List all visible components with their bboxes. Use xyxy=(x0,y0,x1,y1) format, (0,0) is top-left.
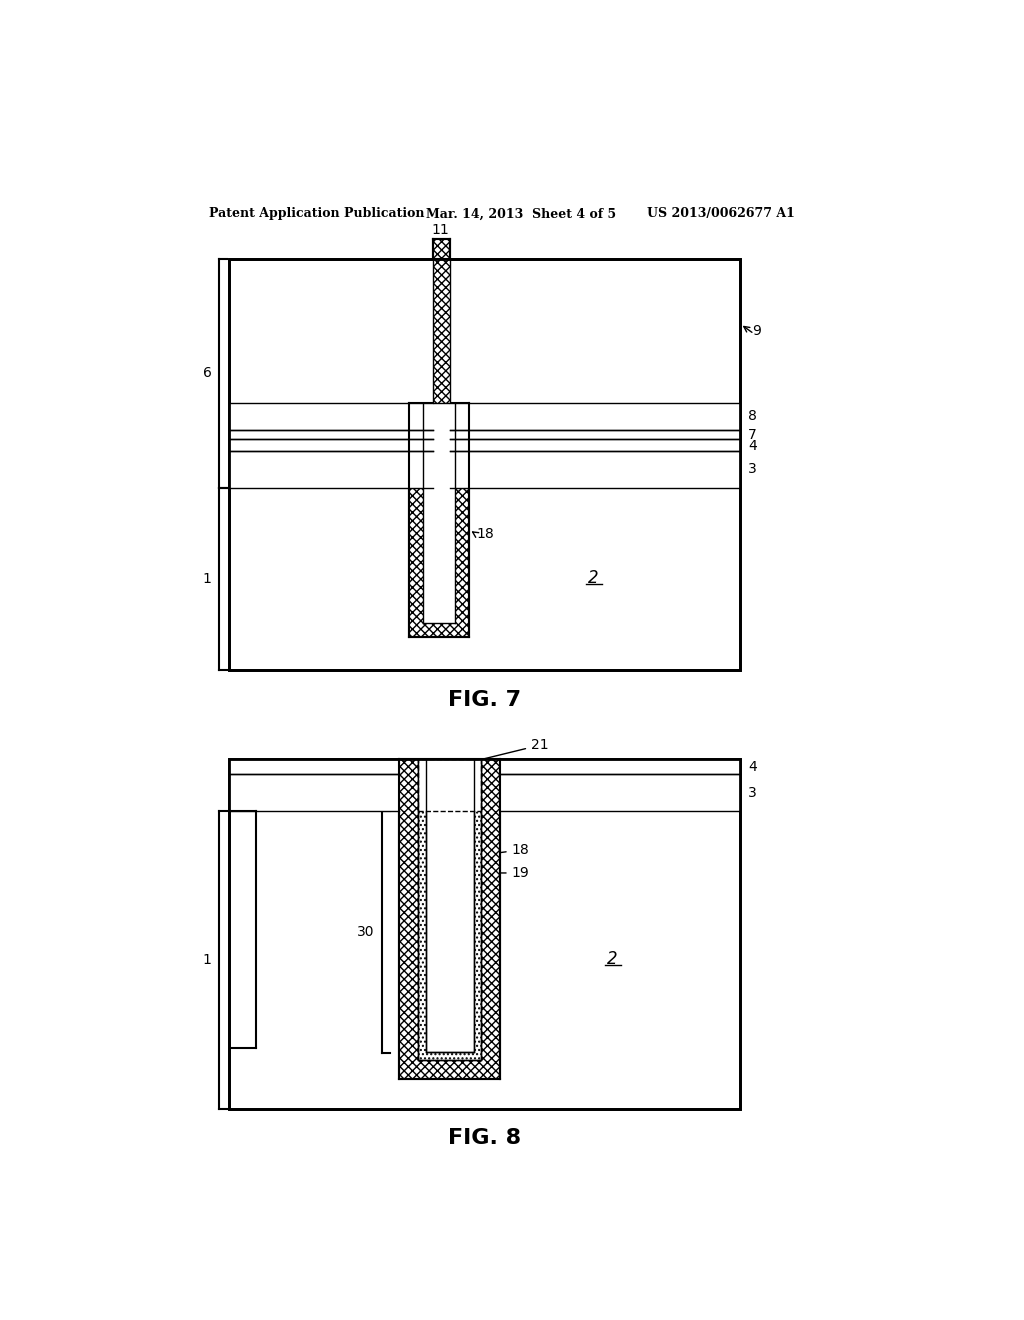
Bar xyxy=(228,775,740,812)
Bar xyxy=(228,259,740,671)
Text: 20: 20 xyxy=(435,776,451,788)
Bar xyxy=(423,404,455,623)
Bar xyxy=(228,759,740,775)
Text: Mar. 14, 2013  Sheet 4 of 5: Mar. 14, 2013 Sheet 4 of 5 xyxy=(426,207,616,220)
Text: 6: 6 xyxy=(203,366,212,380)
Text: US 2013/0062677 A1: US 2013/0062677 A1 xyxy=(647,207,795,220)
Text: 13: 13 xyxy=(418,543,435,557)
Bar xyxy=(450,451,740,488)
Bar xyxy=(432,259,450,404)
Bar xyxy=(228,404,740,430)
Bar xyxy=(228,451,740,488)
Bar xyxy=(450,440,740,451)
Bar xyxy=(432,259,450,404)
Bar xyxy=(418,759,481,812)
Bar xyxy=(450,430,740,440)
Text: 21: 21 xyxy=(466,738,549,764)
Bar xyxy=(450,404,740,430)
Text: FIG. 7: FIG. 7 xyxy=(447,690,521,710)
Text: 30: 30 xyxy=(357,925,375,940)
Bar xyxy=(228,440,432,451)
Text: 18: 18 xyxy=(477,527,495,541)
Bar xyxy=(228,404,432,430)
Text: 8: 8 xyxy=(748,409,757,424)
Bar xyxy=(228,759,399,775)
Text: 7: 7 xyxy=(748,428,757,442)
Bar xyxy=(228,259,740,671)
Bar xyxy=(228,430,432,440)
Bar xyxy=(426,759,474,1052)
Bar xyxy=(228,775,399,812)
Text: 18: 18 xyxy=(485,843,529,857)
Bar xyxy=(500,775,740,812)
Text: Patent Application Publication: Patent Application Publication xyxy=(209,207,425,220)
Bar xyxy=(228,759,740,1109)
Bar xyxy=(228,440,740,451)
Text: 11: 11 xyxy=(431,223,450,238)
Text: 2: 2 xyxy=(588,569,598,587)
Text: FIG. 8: FIG. 8 xyxy=(447,1127,521,1148)
Text: 19: 19 xyxy=(485,866,529,880)
Text: U1: U1 xyxy=(424,487,464,503)
Text: 4: 4 xyxy=(748,438,757,453)
Text: 9: 9 xyxy=(752,323,761,338)
Text: 2: 2 xyxy=(607,950,617,968)
Text: 3: 3 xyxy=(748,785,757,800)
Bar xyxy=(418,759,481,1060)
Text: 4: 4 xyxy=(748,760,757,774)
Bar xyxy=(399,759,500,1078)
Bar xyxy=(228,759,740,1109)
Bar xyxy=(409,404,469,638)
Bar xyxy=(500,759,740,775)
Text: 1: 1 xyxy=(203,572,212,586)
Text: 1: 1 xyxy=(203,953,212,968)
Text: 3: 3 xyxy=(748,462,757,477)
Bar xyxy=(432,239,450,259)
Bar xyxy=(228,430,740,440)
Bar xyxy=(228,451,432,488)
